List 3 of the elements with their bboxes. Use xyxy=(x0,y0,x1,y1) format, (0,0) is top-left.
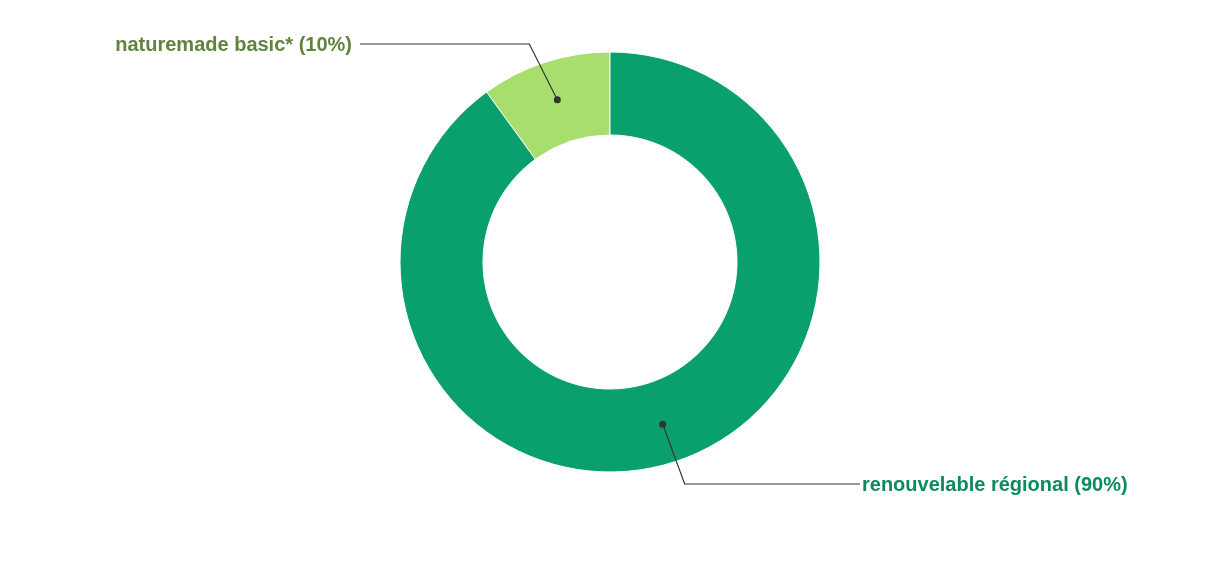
slice-label: naturemade basic* (10%) xyxy=(115,33,352,55)
donut-slice xyxy=(399,51,821,473)
slice-label: renouvelable régional (90%) xyxy=(862,473,1128,495)
